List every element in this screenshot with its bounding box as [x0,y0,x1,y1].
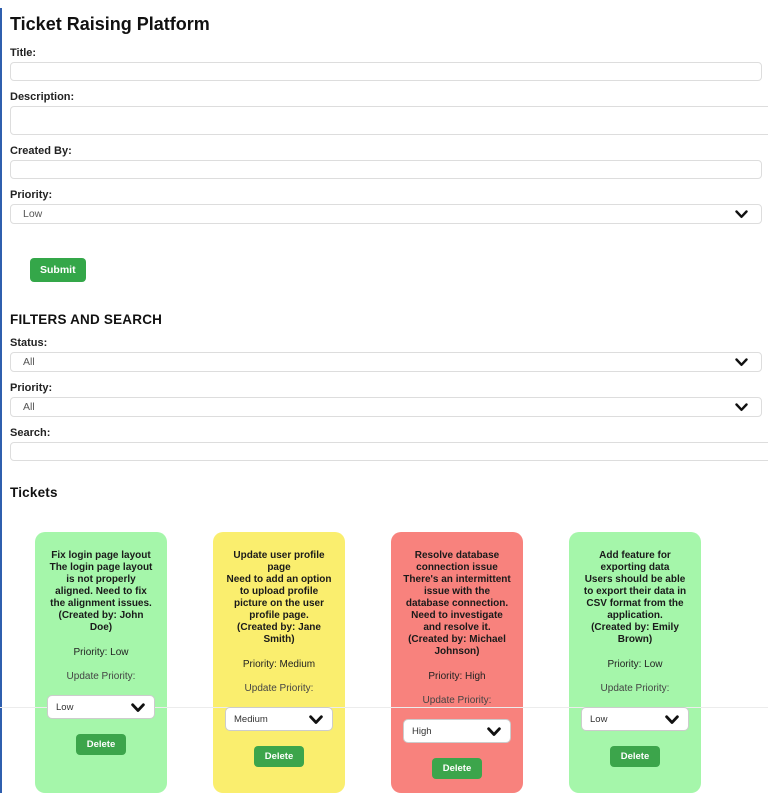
ticket-title: Fix login page layout [51,550,151,561]
ticket-card: Update user profile page Need to add an … [213,532,345,793]
update-priority-select[interactable]: High [403,719,511,743]
priority-select[interactable]: Low [10,204,762,224]
submit-button[interactable]: Submit [30,258,86,282]
update-priority-label: Update Priority: [244,683,314,694]
update-priority-label: Update Priority: [66,671,136,682]
title-input[interactable] [10,62,762,81]
ticket-created-by: (Created by: John Doe) [58,610,144,633]
priority-field-group: Priority: Low [10,189,762,224]
window-left-border [0,8,2,793]
description-label: Description: [10,91,75,103]
search-field-group: Search: [10,427,768,461]
priority-filter-select[interactable]: All [10,397,762,417]
description-textarea[interactable] [10,106,768,135]
ticket-title: Add feature for exporting data [599,550,671,573]
ticket-priority-text: Priority: Medium [242,659,316,670]
priority-filter-label: Priority: [10,382,53,394]
tickets-list: Fix login page layout The login page lay… [35,532,762,793]
search-label: Search: [10,427,51,439]
ticket-description: The login page layout is not properly al… [49,562,153,609]
ticket-priority-text: Priority: Low [607,659,663,670]
delete-button[interactable]: Delete [609,746,661,767]
ticket-title: Update user profile page [233,550,325,573]
ticket-created-by: (Created by: Emily Brown) [591,622,679,645]
ticket-description: Users should be able to export their dat… [583,574,687,621]
status-filter-select[interactable]: All [10,352,762,372]
page-bottom-divider [0,707,768,708]
filters-heading: FILTERS AND SEARCH [10,312,163,327]
ticket-priority-text: Priority: Low [73,647,129,658]
update-priority-label: Update Priority: [422,695,492,706]
priority-filter-group: Priority: All [10,382,762,417]
title-field-group: Title: [10,47,762,81]
search-input[interactable] [10,442,768,461]
created-by-input[interactable] [10,160,762,179]
ticket-created-by: (Created by: Jane Smith) [237,622,321,645]
title-label: Title: [10,47,37,59]
ticket-card: Add feature for exporting data Users sho… [569,532,701,793]
ticket-title: Resolve database connection issue [414,550,500,573]
status-filter-label: Status: [10,337,48,349]
delete-button[interactable]: Delete [75,734,127,755]
page-title: Ticket Raising Platform [10,14,210,34]
created-by-label: Created By: [10,145,72,157]
tickets-heading: Tickets [10,485,58,500]
description-field-group: Description: [10,91,768,135]
ticket-description: There's an intermittent issue with the d… [403,574,511,633]
delete-button[interactable]: Delete [253,746,305,767]
update-priority-select[interactable]: Low [47,695,155,719]
status-filter-group: Status: All [10,337,762,372]
ticket-priority-text: Priority: High [428,671,486,682]
delete-button[interactable]: Delete [431,758,483,779]
update-priority-label: Update Priority: [600,683,670,694]
ticket-created-by: (Created by: Michael Johnson) [408,634,506,657]
priority-label: Priority: [10,189,53,201]
ticket-card: Resolve database connection issue There'… [391,532,523,793]
update-priority-select[interactable]: Low [581,707,689,731]
ticket-description: Need to add an option to upload profile … [226,574,332,621]
ticket-card: Fix login page layout The login page lay… [35,532,167,793]
created-by-field-group: Created By: [10,145,762,179]
update-priority-select[interactable]: Medium [225,707,333,731]
